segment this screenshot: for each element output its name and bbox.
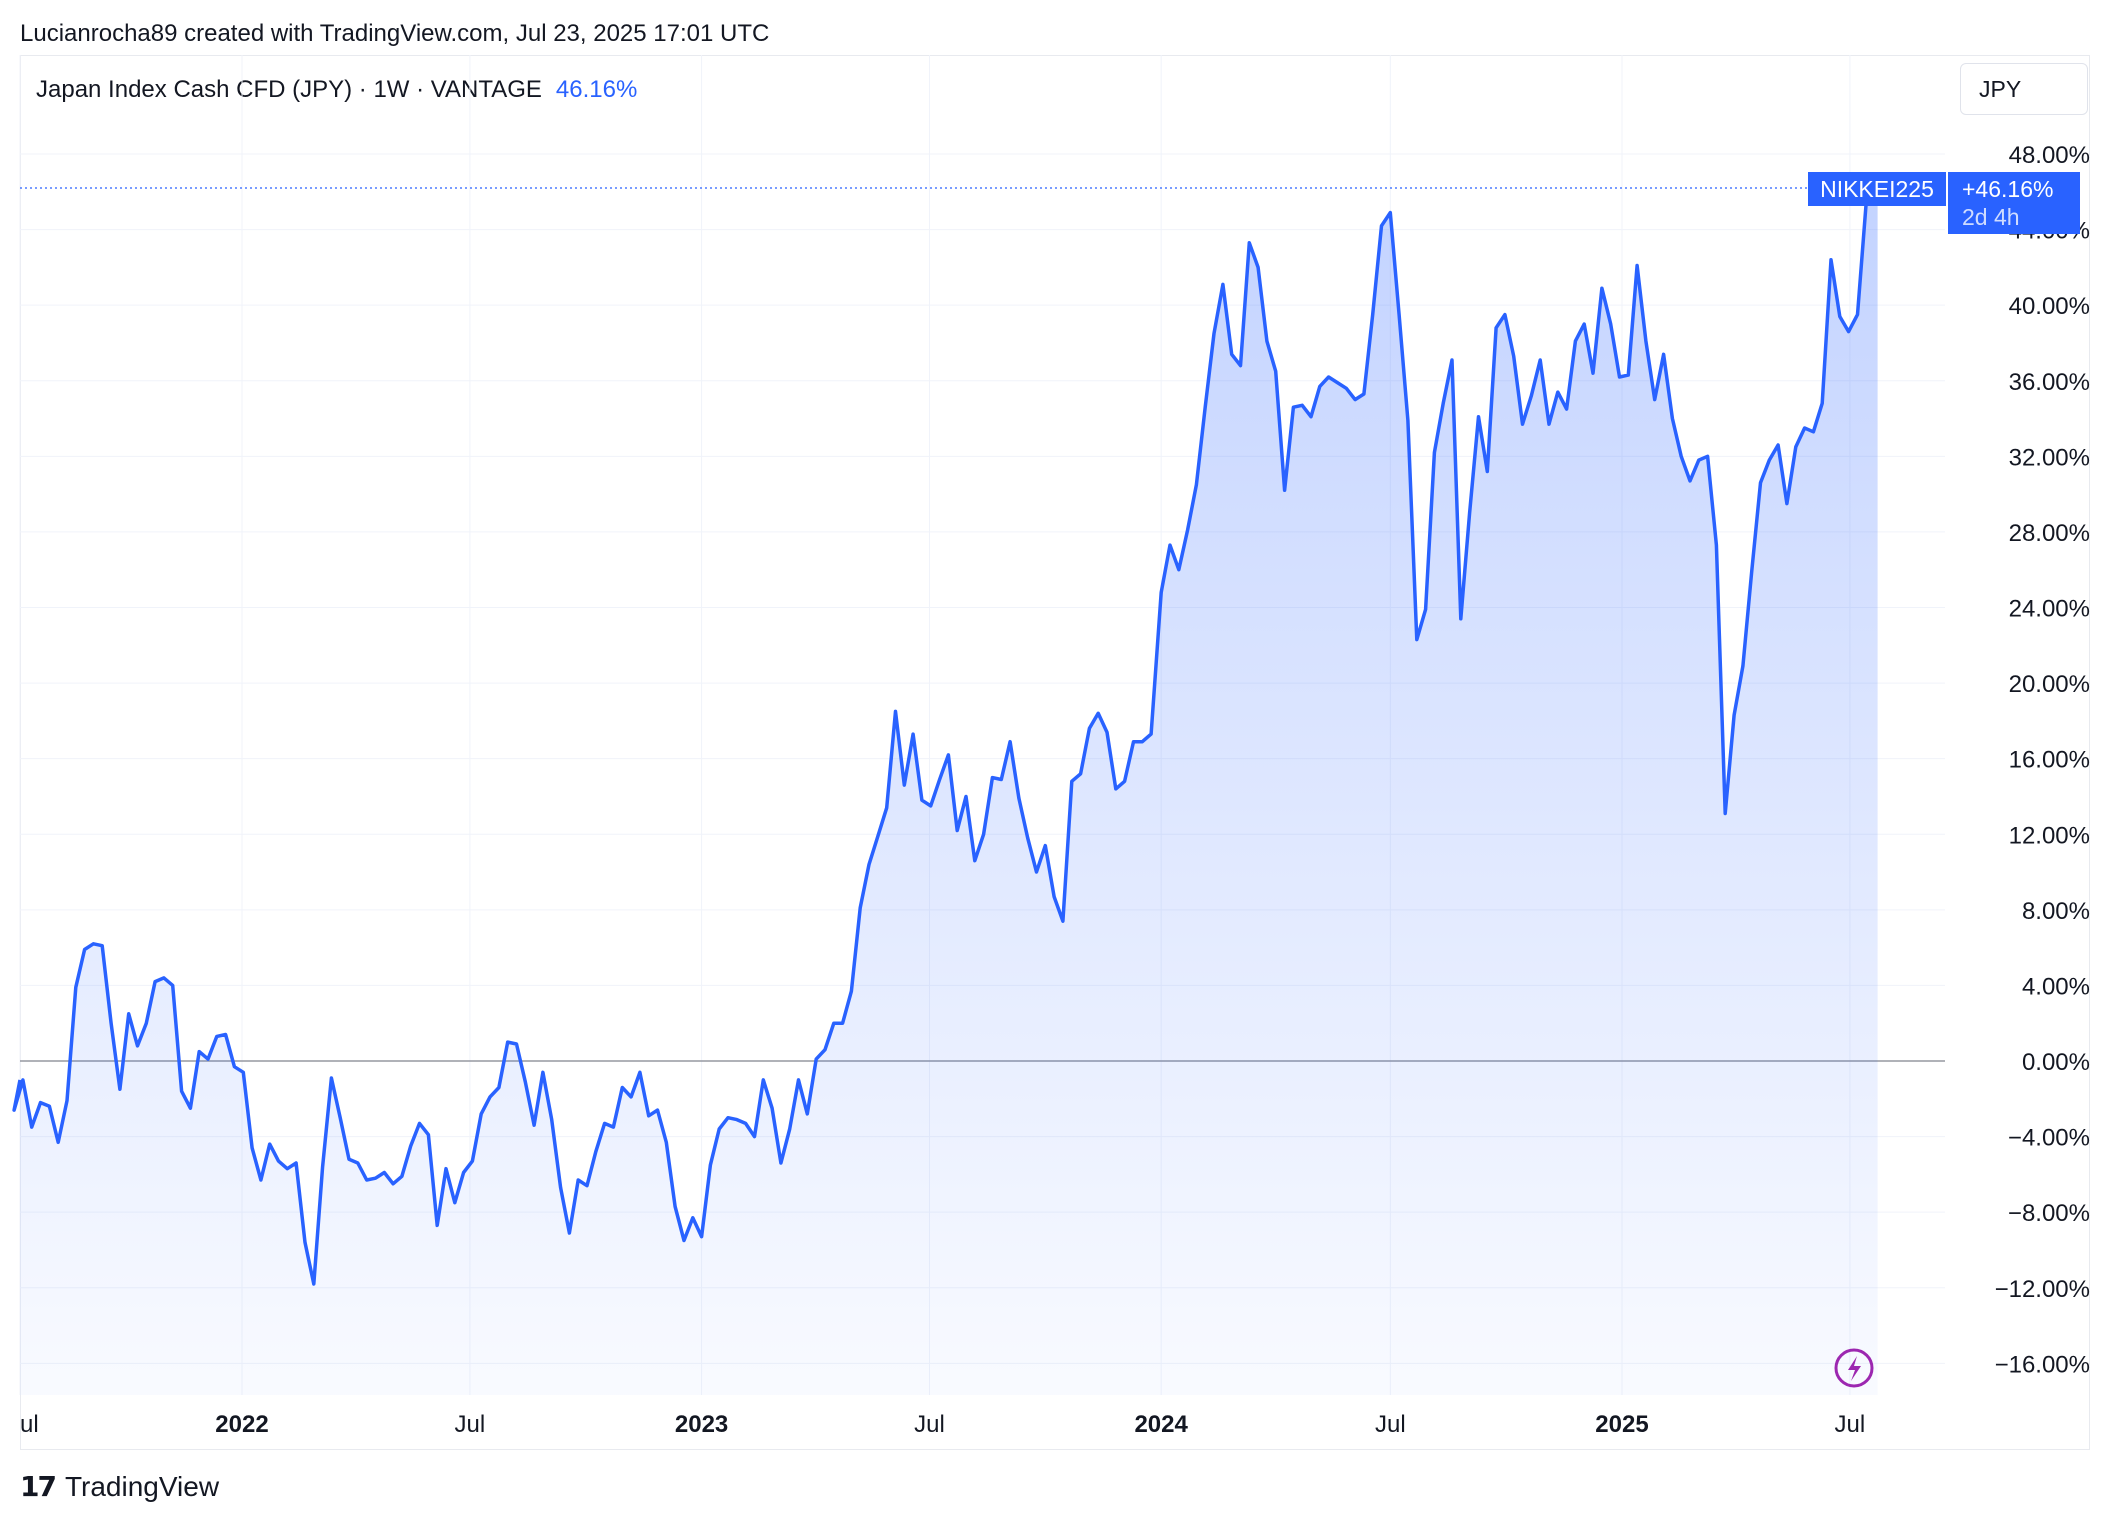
symbol-legend[interactable]: Japan Index Cash CFD (JPY) · 1W · VANTAG… — [36, 76, 637, 104]
series-area-fill — [14, 188, 1878, 1395]
y-tick-label: −16.00% — [1995, 1351, 2090, 1378]
x-tick-label: 2023 — [675, 1411, 728, 1438]
symbol-tag: NIKKEI225 — [1820, 176, 1934, 202]
price-tag-value: +46.16% — [1962, 176, 2053, 202]
x-tick-label: Jul — [455, 1411, 486, 1438]
y-tick-label: 4.00% — [2022, 973, 2090, 1000]
y-tick-label: 32.00% — [2009, 444, 2090, 471]
x-tick-label: Jul — [914, 1411, 945, 1438]
y-tick-label: −12.00% — [1995, 1276, 2090, 1303]
y-axis[interactable]: 48.00%44.00%40.00%36.00%32.00%28.00%24.0… — [1995, 142, 2090, 1378]
symbol-description[interactable]: Japan Index Cash CFD (JPY) · 1W · VANTAG… — [36, 76, 542, 103]
series-line[interactable] — [12, 186, 1879, 1286]
y-tick-label: 40.00% — [2009, 293, 2090, 320]
x-tick-label: 2024 — [1134, 1411, 1188, 1438]
tradingview-logo[interactable]: 17 TradingView — [20, 1470, 219, 1503]
tv-logo-icon: 17 — [20, 1470, 57, 1503]
y-tick-label: −4.00% — [2008, 1125, 2090, 1152]
chart-attribution: Lucianrocha89 created with TradingView.c… — [20, 20, 770, 47]
y-tick-label: 0.00% — [2022, 1049, 2090, 1076]
x-tick-label: 2022 — [215, 1411, 268, 1438]
y-tick-label: 24.00% — [2009, 596, 2090, 623]
y-tick-label: 28.00% — [2009, 520, 2090, 547]
symbol-tag-bg — [1808, 172, 1946, 206]
x-axis[interactable]: ul 2022 Jul 2023 Jul 2024 Jul 2025 Jul — [20, 1411, 1865, 1438]
x-tick-label: 2025 — [1595, 1411, 1648, 1438]
y-tick-label: 12.00% — [2009, 822, 2090, 849]
y-tick-label: 48.00% — [2009, 142, 2090, 169]
price-tag-bg — [1948, 172, 2080, 234]
bar-countdown: 2d 4h — [1962, 204, 2020, 230]
currency-button[interactable]: JPY — [1960, 63, 2088, 115]
x-tick-label: Jul — [1835, 1411, 1866, 1438]
y-tick-label: 8.00% — [2022, 898, 2090, 925]
y-tick-label: 36.00% — [2009, 369, 2090, 396]
last-value-labels: NIKKEI225 +46.16% 2d 4h — [1808, 172, 2080, 234]
y-tick-label: 20.00% — [2009, 671, 2090, 698]
lightning-icon[interactable] — [1834, 1348, 1874, 1388]
y-tick-label: 16.00% — [2009, 747, 2090, 774]
brand-name: TradingView — [64, 1470, 220, 1502]
change-percent: 46.16% — [555, 76, 638, 103]
x-tick-label: Jul — [1375, 1411, 1406, 1438]
x-tick-label: ul — [20, 1411, 39, 1438]
y-tick-label: −8.00% — [2008, 1200, 2090, 1227]
